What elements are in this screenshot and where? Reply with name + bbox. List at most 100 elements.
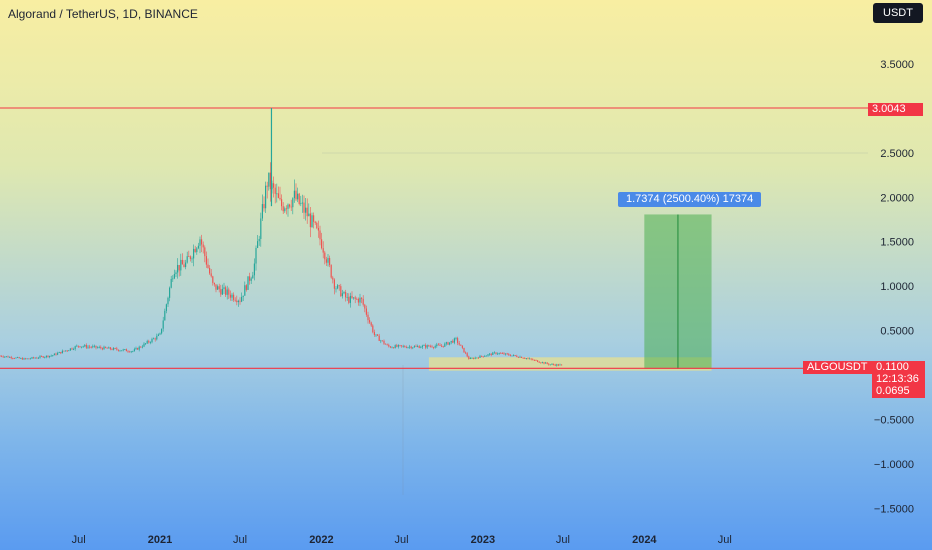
- currency-button[interactable]: USDT: [873, 3, 923, 23]
- candle-body: [49, 355, 51, 358]
- candle-body: [74, 346, 76, 350]
- candle-body: [127, 351, 129, 352]
- candle-body: [250, 278, 252, 281]
- candle-body: [447, 342, 449, 345]
- candle-body: [63, 350, 65, 352]
- x-axis-label: Jul: [72, 534, 86, 546]
- candle-body: [79, 346, 81, 348]
- candle-body: [441, 345, 443, 347]
- last-price-tag: 0.1100: [872, 361, 925, 374]
- candle-body: [277, 193, 279, 198]
- candle-body: [540, 362, 542, 364]
- candle-body: [364, 304, 366, 309]
- candle-body: [261, 204, 263, 219]
- candle-body: [20, 358, 22, 359]
- candle-body: [73, 349, 75, 350]
- candle-body: [279, 197, 281, 200]
- candle-body: [493, 352, 495, 354]
- candle-body: [173, 273, 175, 279]
- candle-body: [202, 244, 204, 248]
- y-tick-label: −0.5000: [874, 415, 914, 427]
- candle-body: [44, 357, 46, 358]
- candle-body: [372, 325, 374, 333]
- candle-body: [199, 239, 201, 246]
- candle-body: [354, 297, 356, 299]
- candle-body: [282, 206, 284, 212]
- candle-body: [55, 353, 57, 355]
- candle-body: [442, 345, 444, 347]
- candle-body: [543, 362, 545, 364]
- candle-body: [210, 273, 212, 277]
- candle-body: [148, 341, 150, 343]
- candle-body: [492, 352, 494, 355]
- candle-body: [87, 346, 89, 348]
- candle-body: [4, 356, 6, 358]
- candle-body: [391, 347, 393, 349]
- candle-body: [138, 346, 140, 350]
- candle-body: [185, 262, 187, 268]
- candle-body: [508, 354, 510, 356]
- candle-body: [284, 208, 286, 212]
- candle-body: [42, 356, 44, 358]
- candle-body: [39, 356, 41, 358]
- candle-body: [330, 265, 332, 278]
- candle-body: [437, 344, 439, 346]
- candle-body: [404, 346, 406, 348]
- candle-body: [178, 264, 180, 271]
- candle-body: [143, 343, 145, 347]
- candle-body: [428, 345, 430, 347]
- candle-body: [548, 363, 550, 365]
- candle-body: [189, 256, 191, 259]
- candle-body: [324, 252, 326, 260]
- candle-body: [125, 349, 127, 352]
- candle-body: [161, 328, 163, 334]
- candle-body: [10, 356, 12, 359]
- candle-body: [295, 190, 297, 200]
- candle-body: [524, 358, 526, 359]
- candle-body: [101, 348, 103, 350]
- candle-body: [117, 349, 119, 351]
- candle-body: [314, 221, 316, 223]
- candle-body: [223, 287, 225, 289]
- candle-body: [36, 357, 38, 359]
- y-tick-label: 2.5000: [880, 148, 914, 160]
- candle-body: [245, 285, 247, 290]
- candle-body: [156, 335, 158, 340]
- x-axis-label: Jul: [556, 534, 570, 546]
- candle-body: [170, 278, 172, 288]
- candle-body: [316, 222, 318, 229]
- candle-body: [511, 355, 513, 357]
- candle-body: [225, 287, 227, 295]
- candle-body: [521, 356, 523, 358]
- candle-body: [218, 286, 220, 290]
- candle-body: [497, 353, 499, 355]
- candle-body: [317, 228, 319, 231]
- candle-body: [417, 346, 419, 347]
- candle-body: [533, 360, 535, 361]
- candle-body: [413, 346, 415, 348]
- candle-body: [559, 364, 561, 366]
- candle-body: [2, 356, 4, 358]
- candle-body: [108, 347, 110, 349]
- candle-body: [513, 355, 515, 356]
- x-axis-label: 2024: [632, 534, 657, 546]
- candle-body: [135, 348, 137, 350]
- candle-body: [239, 300, 241, 302]
- candle-body: [41, 356, 43, 357]
- candle-body: [465, 352, 467, 354]
- candle-body: [433, 347, 435, 349]
- candle-body: [453, 338, 455, 343]
- candle-body: [191, 258, 193, 260]
- candle-body: [255, 247, 257, 264]
- candle-body: [273, 183, 275, 188]
- candle-body: [338, 285, 340, 287]
- candle-body: [332, 277, 334, 280]
- candle-body: [401, 345, 403, 347]
- candle-body: [378, 335, 380, 341]
- candle-body: [289, 204, 291, 207]
- candle-body: [399, 345, 401, 346]
- candle-body: [221, 288, 223, 295]
- candle-body: [522, 357, 524, 359]
- candle-body: [281, 199, 283, 207]
